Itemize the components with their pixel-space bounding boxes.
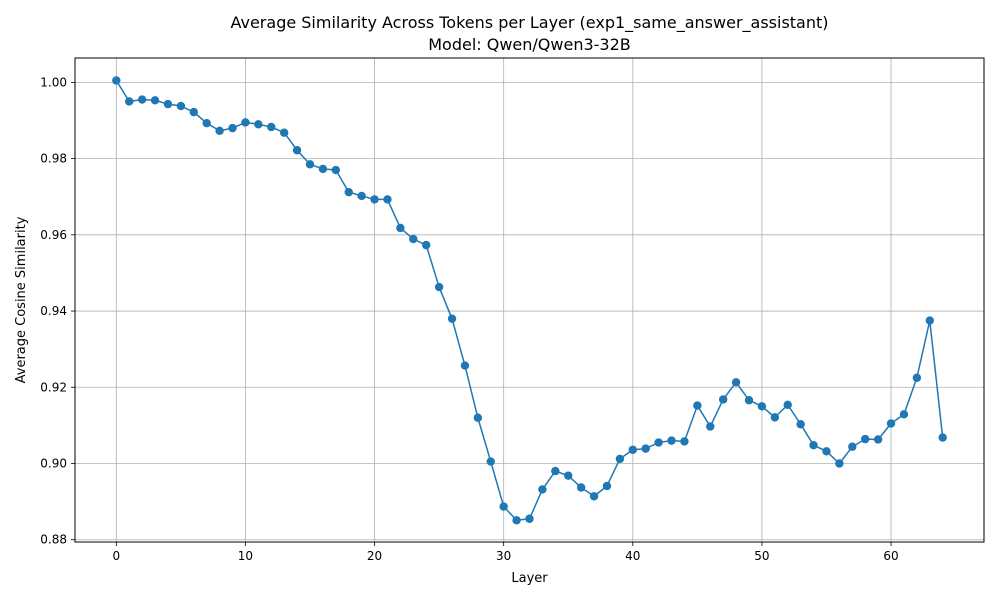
data-point (150, 96, 160, 105)
data-point (680, 437, 689, 446)
data-point (473, 413, 483, 422)
x-tick-label: 50 (754, 549, 769, 563)
data-point (757, 402, 767, 411)
data-point (912, 373, 922, 382)
data-point (602, 481, 612, 491)
data-point (538, 485, 547, 494)
x-axis-label: Layer (511, 571, 548, 586)
data-point (938, 433, 947, 442)
data-point (564, 471, 573, 480)
x-tick-label: 20 (367, 549, 382, 563)
data-point (641, 444, 650, 453)
x-tick-label: 40 (625, 549, 640, 563)
data-point (318, 164, 328, 174)
data-point (434, 282, 444, 292)
data-point (848, 442, 857, 451)
y-tick-label: 0.92 (40, 380, 67, 394)
data-point (589, 492, 599, 501)
data-point (770, 413, 780, 422)
data-point (331, 165, 341, 175)
grid-lines (75, 58, 984, 542)
data-point (731, 378, 741, 387)
y-tick-label: 0.98 (40, 152, 67, 166)
data-point (809, 441, 818, 450)
data-point (822, 447, 831, 456)
data-point (202, 118, 211, 128)
y-axis-ticks: 0.88 0.90 0.92 0.94 0.96 0.98 1.00 (40, 75, 75, 547)
data-point (241, 118, 250, 127)
data-point (228, 123, 237, 133)
data-point (667, 436, 676, 445)
data-point (383, 195, 392, 204)
data-point (835, 459, 844, 468)
data-point (176, 101, 186, 111)
data-point (409, 234, 418, 244)
data-point (925, 316, 934, 325)
plot-area-frame (74, 57, 985, 543)
x-tick-label: 0 (112, 549, 120, 563)
data-point (357, 191, 366, 201)
x-axis-ticks: 0 10 20 30 40 50 60 (112, 542, 899, 563)
data-point (576, 483, 586, 492)
y-tick-label: 0.96 (40, 228, 67, 242)
data-point (137, 95, 147, 104)
data-point (447, 314, 457, 323)
data-point (654, 438, 663, 447)
y-tick-label: 1.00 (40, 75, 67, 89)
data-point (344, 187, 353, 197)
x-tick-label: 10 (238, 549, 253, 563)
data-point (628, 445, 637, 454)
data-point (486, 457, 495, 466)
data-point (861, 434, 870, 444)
data-point (112, 76, 121, 85)
data-point (512, 516, 521, 525)
data-point (899, 410, 909, 419)
y-tick-label: 0.88 (40, 533, 67, 547)
data-point (125, 97, 134, 106)
data-point (886, 419, 896, 428)
data-point (796, 420, 805, 429)
data-points-group (112, 76, 947, 525)
data-point (279, 128, 289, 137)
data-point (370, 195, 379, 204)
y-tick-label: 0.90 (40, 456, 67, 470)
data-point (615, 454, 625, 464)
y-tick-label: 0.94 (40, 304, 67, 318)
data-point (460, 361, 470, 370)
data-point (706, 422, 715, 431)
data-point (396, 223, 405, 233)
x-tick-label: 30 (496, 549, 511, 563)
data-point (163, 99, 173, 109)
data-point (189, 107, 198, 117)
data-point (422, 240, 431, 250)
data-point (254, 120, 263, 129)
chart-subtitle: Model: Qwen/Qwen3-32B (428, 35, 631, 54)
chart-title: Average Similarity Across Tokens per Lay… (230, 13, 828, 33)
data-point (873, 435, 883, 444)
data-point (267, 122, 276, 132)
data-point (499, 502, 508, 511)
y-axis-label: Average Cosine Similarity (14, 216, 29, 383)
data-point (718, 395, 728, 404)
data-point (744, 396, 754, 405)
data-point (305, 160, 315, 169)
data-point (215, 126, 224, 135)
data-point (551, 466, 560, 476)
x-tick-label: 60 (883, 549, 898, 563)
data-point (693, 401, 702, 410)
data-point (783, 400, 792, 409)
data-point (292, 146, 302, 155)
data-point (525, 514, 534, 523)
